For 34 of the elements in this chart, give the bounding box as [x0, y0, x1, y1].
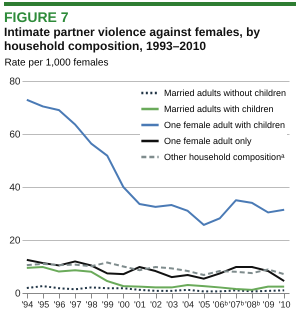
x-tick-label: '95	[38, 300, 50, 310]
y-tick-label: 60	[9, 130, 21, 140]
x-tick-label: '07ᵇ	[228, 300, 245, 310]
x-tick-label: '04	[182, 300, 194, 310]
x-tick-label: '01	[134, 300, 146, 310]
legend-label: One female adult only	[164, 136, 252, 146]
x-tick-label: '05	[198, 300, 210, 310]
line-series	[26, 98, 286, 226]
legend-label: Other household compositionᵃ	[164, 152, 286, 162]
line-series	[26, 262, 286, 276]
chart-subtitle: Intimate partner violence against females, by household composition, 1993–2010	[4, 25, 262, 53]
legend-label: One female adult with children	[164, 120, 286, 130]
x-tick-label: '08ᵇ	[244, 300, 261, 310]
y-tick-label: 40	[9, 182, 21, 194]
y-axis-title: Rate per 1,000 females	[4, 58, 108, 68]
legend-label: Married adults with children	[164, 104, 274, 114]
x-tick-label: '99	[102, 300, 114, 310]
x-tick-label: '02	[150, 300, 162, 310]
x-tick-label: '97	[70, 300, 82, 310]
line-series	[26, 258, 286, 282]
x-tick-label: '06ᵇ	[212, 300, 228, 310]
line-series	[26, 266, 286, 291]
y-tick-label: 20	[9, 236, 21, 246]
x-tick-label: '09	[262, 300, 274, 310]
x-tick-label: '00	[118, 300, 130, 310]
x-tick-label: '98	[86, 300, 98, 310]
x-tick-label: '94	[21, 300, 34, 310]
chart-title: FIGURE 7	[4, 9, 70, 25]
legend-label: Married adults without children	[164, 88, 286, 98]
x-tick-label: '96	[54, 300, 66, 310]
y-tick-label: 0	[14, 288, 21, 300]
y-tick-label: 80	[9, 76, 21, 88]
x-tick-label: '10	[278, 300, 291, 310]
x-tick-label: '03	[166, 300, 178, 310]
